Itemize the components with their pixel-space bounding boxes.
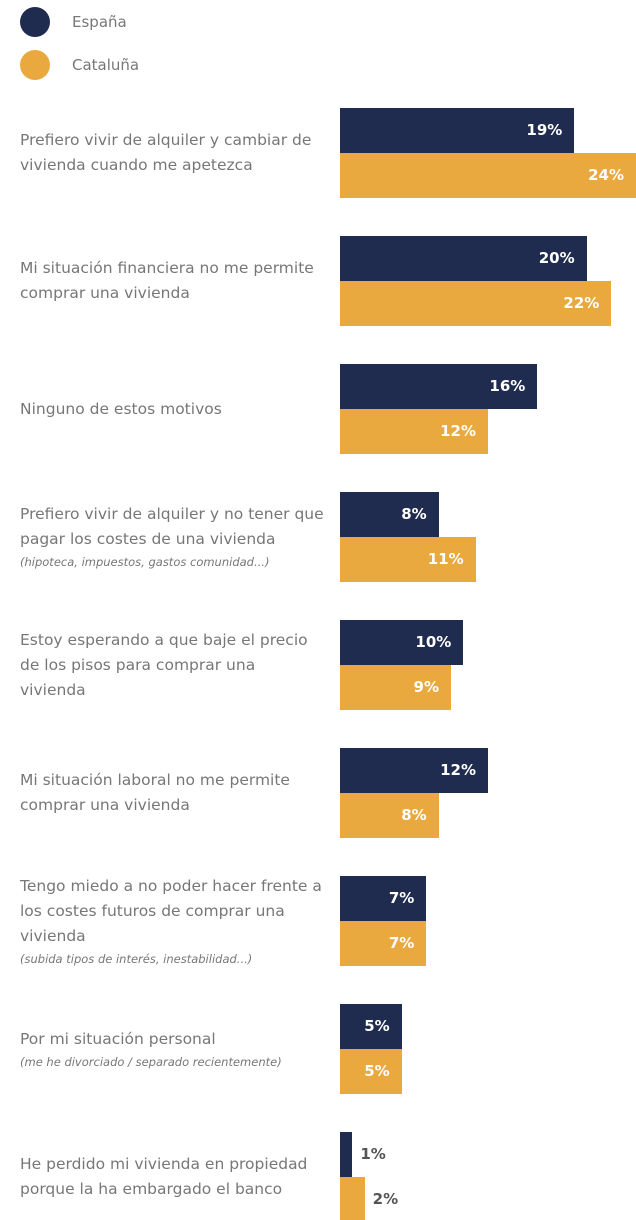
bar xyxy=(340,1049,402,1094)
category-label: Estoy esperando a que baje el precio de … xyxy=(20,620,325,710)
bar xyxy=(340,153,636,198)
category-note: (me he divorciado / separado recientemen… xyxy=(20,1054,282,1069)
category-text: Mi situación financiera no me permite co… xyxy=(20,259,314,302)
category-text: Ninguno de estos motivos xyxy=(20,399,222,418)
bar xyxy=(340,876,427,921)
bar xyxy=(340,1177,365,1220)
bar xyxy=(340,665,451,710)
bar xyxy=(340,108,575,153)
bar xyxy=(340,364,538,409)
category-label: Por mi situación personal (me he divorcia… xyxy=(20,1004,325,1094)
data-label: 2% xyxy=(372,1190,399,1208)
category-label: Mi situación financiera no me permite co… xyxy=(20,236,325,326)
category-text: Estoy esperando a que baje el precio de … xyxy=(20,630,308,699)
category-label: Prefiero vivir de alquiler y no tener qu… xyxy=(20,492,325,582)
bar xyxy=(340,281,612,326)
data-label: 8% xyxy=(401,505,427,523)
legend-label: Cataluña xyxy=(72,56,140,74)
bar xyxy=(340,492,439,537)
data-label: 9% xyxy=(413,678,439,696)
category-label: Tengo miedo a no poder hacer frente a lo… xyxy=(20,876,325,966)
category-label: Mi situación laboral no me permite compr… xyxy=(20,748,325,838)
legend-marker xyxy=(20,50,50,80)
data-label: 16% xyxy=(489,377,526,395)
legend-label: España xyxy=(72,13,127,31)
bar xyxy=(340,1132,353,1177)
category-note: (hipoteca, impuestos, gastos comunidad..… xyxy=(20,555,270,569)
data-label: 7% xyxy=(388,889,415,907)
category-text: Mi situación laboral no me permite compr… xyxy=(20,771,290,814)
category-label: Prefiero vivir de alquiler y cambiar de … xyxy=(20,108,325,198)
bar xyxy=(340,409,488,454)
data-label: 10% xyxy=(415,633,452,651)
bar xyxy=(340,620,464,665)
data-label: 8% xyxy=(401,806,427,824)
data-label: 7% xyxy=(388,934,415,952)
category-note: (subida tipos de interés, inestabilidad.… xyxy=(20,951,253,966)
bar xyxy=(340,1004,402,1049)
data-label: 12% xyxy=(440,761,476,779)
category-text: He perdido mi vivienda en propiedad porq… xyxy=(20,1155,308,1198)
bar xyxy=(340,748,488,793)
data-label: 19% xyxy=(526,121,563,139)
category-text: Prefiero vivir de alquiler y no tener qu… xyxy=(20,505,324,548)
category-label: Ninguno de estos motivos xyxy=(20,364,325,454)
data-label: 12% xyxy=(440,422,476,440)
data-label: 11% xyxy=(427,550,464,568)
data-label: 1% xyxy=(360,1145,386,1163)
bar xyxy=(340,236,587,281)
category-text: Por mi situación personal xyxy=(20,1029,216,1048)
data-label: 20% xyxy=(538,249,575,267)
data-label: 24% xyxy=(588,166,624,184)
data-label: 5% xyxy=(364,1062,390,1080)
bar xyxy=(340,793,439,838)
data-label: 22% xyxy=(563,294,600,312)
data-label: 5% xyxy=(364,1017,390,1035)
bar xyxy=(340,537,476,582)
bar xyxy=(340,921,427,966)
category-label: He perdido mi vivienda en propiedad porq… xyxy=(20,1132,325,1220)
category-text: Tengo miedo a no poder hacer frente a lo… xyxy=(20,876,322,945)
legend-marker xyxy=(20,7,50,37)
category-text: Prefiero vivir de alquiler y cambiar de … xyxy=(20,131,312,174)
